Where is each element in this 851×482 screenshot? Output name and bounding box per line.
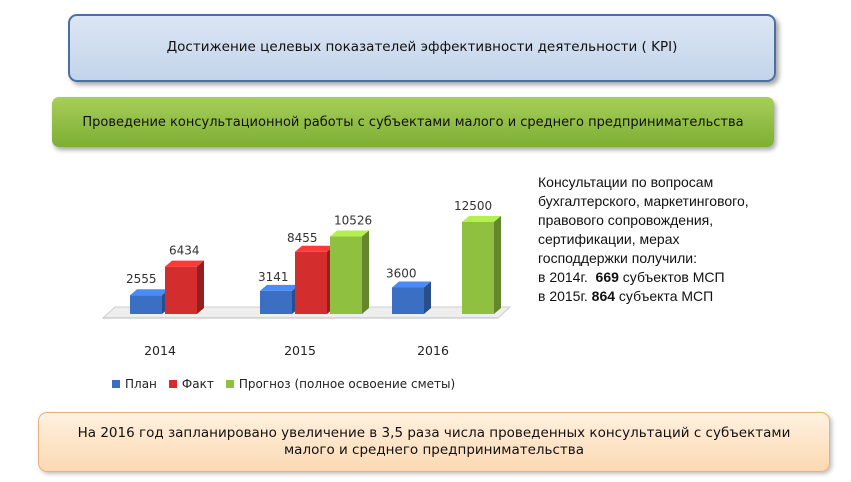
legend-label-fact: Факт (181, 377, 214, 391)
forecast-note: На 2016 год запланировано увеличение в 3… (77, 425, 791, 458)
bar-forecast-2015 (330, 236, 362, 314)
legend-item-forecast: Прогноз (полное освоение сметы) (225, 377, 456, 391)
x-tick-label-2016: 2016 (417, 343, 449, 358)
info-line: бухгалтерского, маркетингового, (538, 193, 749, 209)
data-label-forecast-2016: 12500 (454, 199, 492, 213)
legend-swatch-fact (168, 380, 177, 388)
bar-top-fact-2015 (295, 245, 334, 252)
data-label-plan-2014: 2555 (126, 272, 157, 286)
info-line-2014: в 2014г. 669 субъектов МСП (538, 268, 838, 287)
legend-swatch-forecast (225, 380, 234, 388)
bar-side-fact-2014 (197, 260, 204, 314)
bar-plan-2014 (130, 295, 162, 314)
info-line: сертификации, мерах (538, 231, 680, 247)
legend-item-plan: План (112, 377, 157, 391)
chart-legend: План Факт Прогноз (полное освоение сметы… (112, 377, 467, 391)
bar-top-forecast-2016 (462, 216, 501, 222)
info-line: правового сопровождения, (538, 212, 714, 228)
kpi-title: Достижение целевых показателей эффективн… (166, 39, 678, 55)
bar-top-plan-2014 (130, 289, 169, 296)
data-label-fact-2014: 6434 (169, 244, 200, 258)
bar-top-forecast-2015 (330, 230, 369, 237)
info-2014-value: 669 (595, 269, 619, 285)
kpi-title-box: Достижение целевых показателей эффективн… (68, 14, 776, 82)
bar-top-plan-2016 (392, 281, 431, 288)
info-2014-prefix: в 2014г. (538, 269, 588, 285)
info-line: господдержки получили: (538, 250, 697, 266)
bar-top-fact-2014 (165, 260, 204, 267)
info-2014-suffix: субъектов МСП (622, 269, 725, 285)
bar-side-forecast-2016 (494, 216, 501, 314)
bar-side-plan-2016 (424, 281, 431, 314)
data-label-fact-2015: 8455 (287, 231, 318, 245)
forecast-note-box: На 2016 год запланировано увеличение в 3… (38, 412, 830, 472)
info-2015-suffix: субъекта МСП (618, 288, 714, 304)
section-title: Проведение консультационной работы с суб… (82, 114, 744, 130)
x-tick-label-2014: 2014 (144, 343, 176, 358)
bar-fact-2015 (295, 251, 327, 314)
bar-side-forecast-2015 (362, 230, 369, 314)
bar-plan-2015 (260, 290, 292, 314)
bar-forecast-2016 (462, 222, 494, 314)
data-label-plan-2016: 3600 (386, 267, 417, 281)
bar-top-plan-2015 (260, 284, 299, 291)
legend-label-forecast: Прогноз (полное освоение сметы) (238, 377, 456, 391)
section-title-box: Проведение консультационной работы с суб… (52, 97, 774, 147)
info-2015-prefix: в 2015г. (538, 288, 588, 304)
bar-fact-2014 (165, 266, 197, 314)
legend-label-plan: План (125, 377, 157, 391)
x-tick-label-2015: 2015 (284, 343, 316, 358)
info-line-2015: в 2015г. 864 субъекта МСП (538, 287, 838, 306)
consultations-info: Консультации по вопросам бухгалтерского,… (538, 173, 838, 306)
data-label-plan-2015: 3141 (258, 270, 289, 284)
info-2015-value: 864 (591, 288, 616, 304)
legend-swatch-plan (112, 380, 120, 388)
info-line: Консультации по вопросам (538, 174, 714, 190)
bar-plan-2016 (392, 287, 424, 314)
legend-item-fact: Факт (168, 377, 214, 391)
data-label-forecast-2015: 10526 (334, 214, 372, 228)
